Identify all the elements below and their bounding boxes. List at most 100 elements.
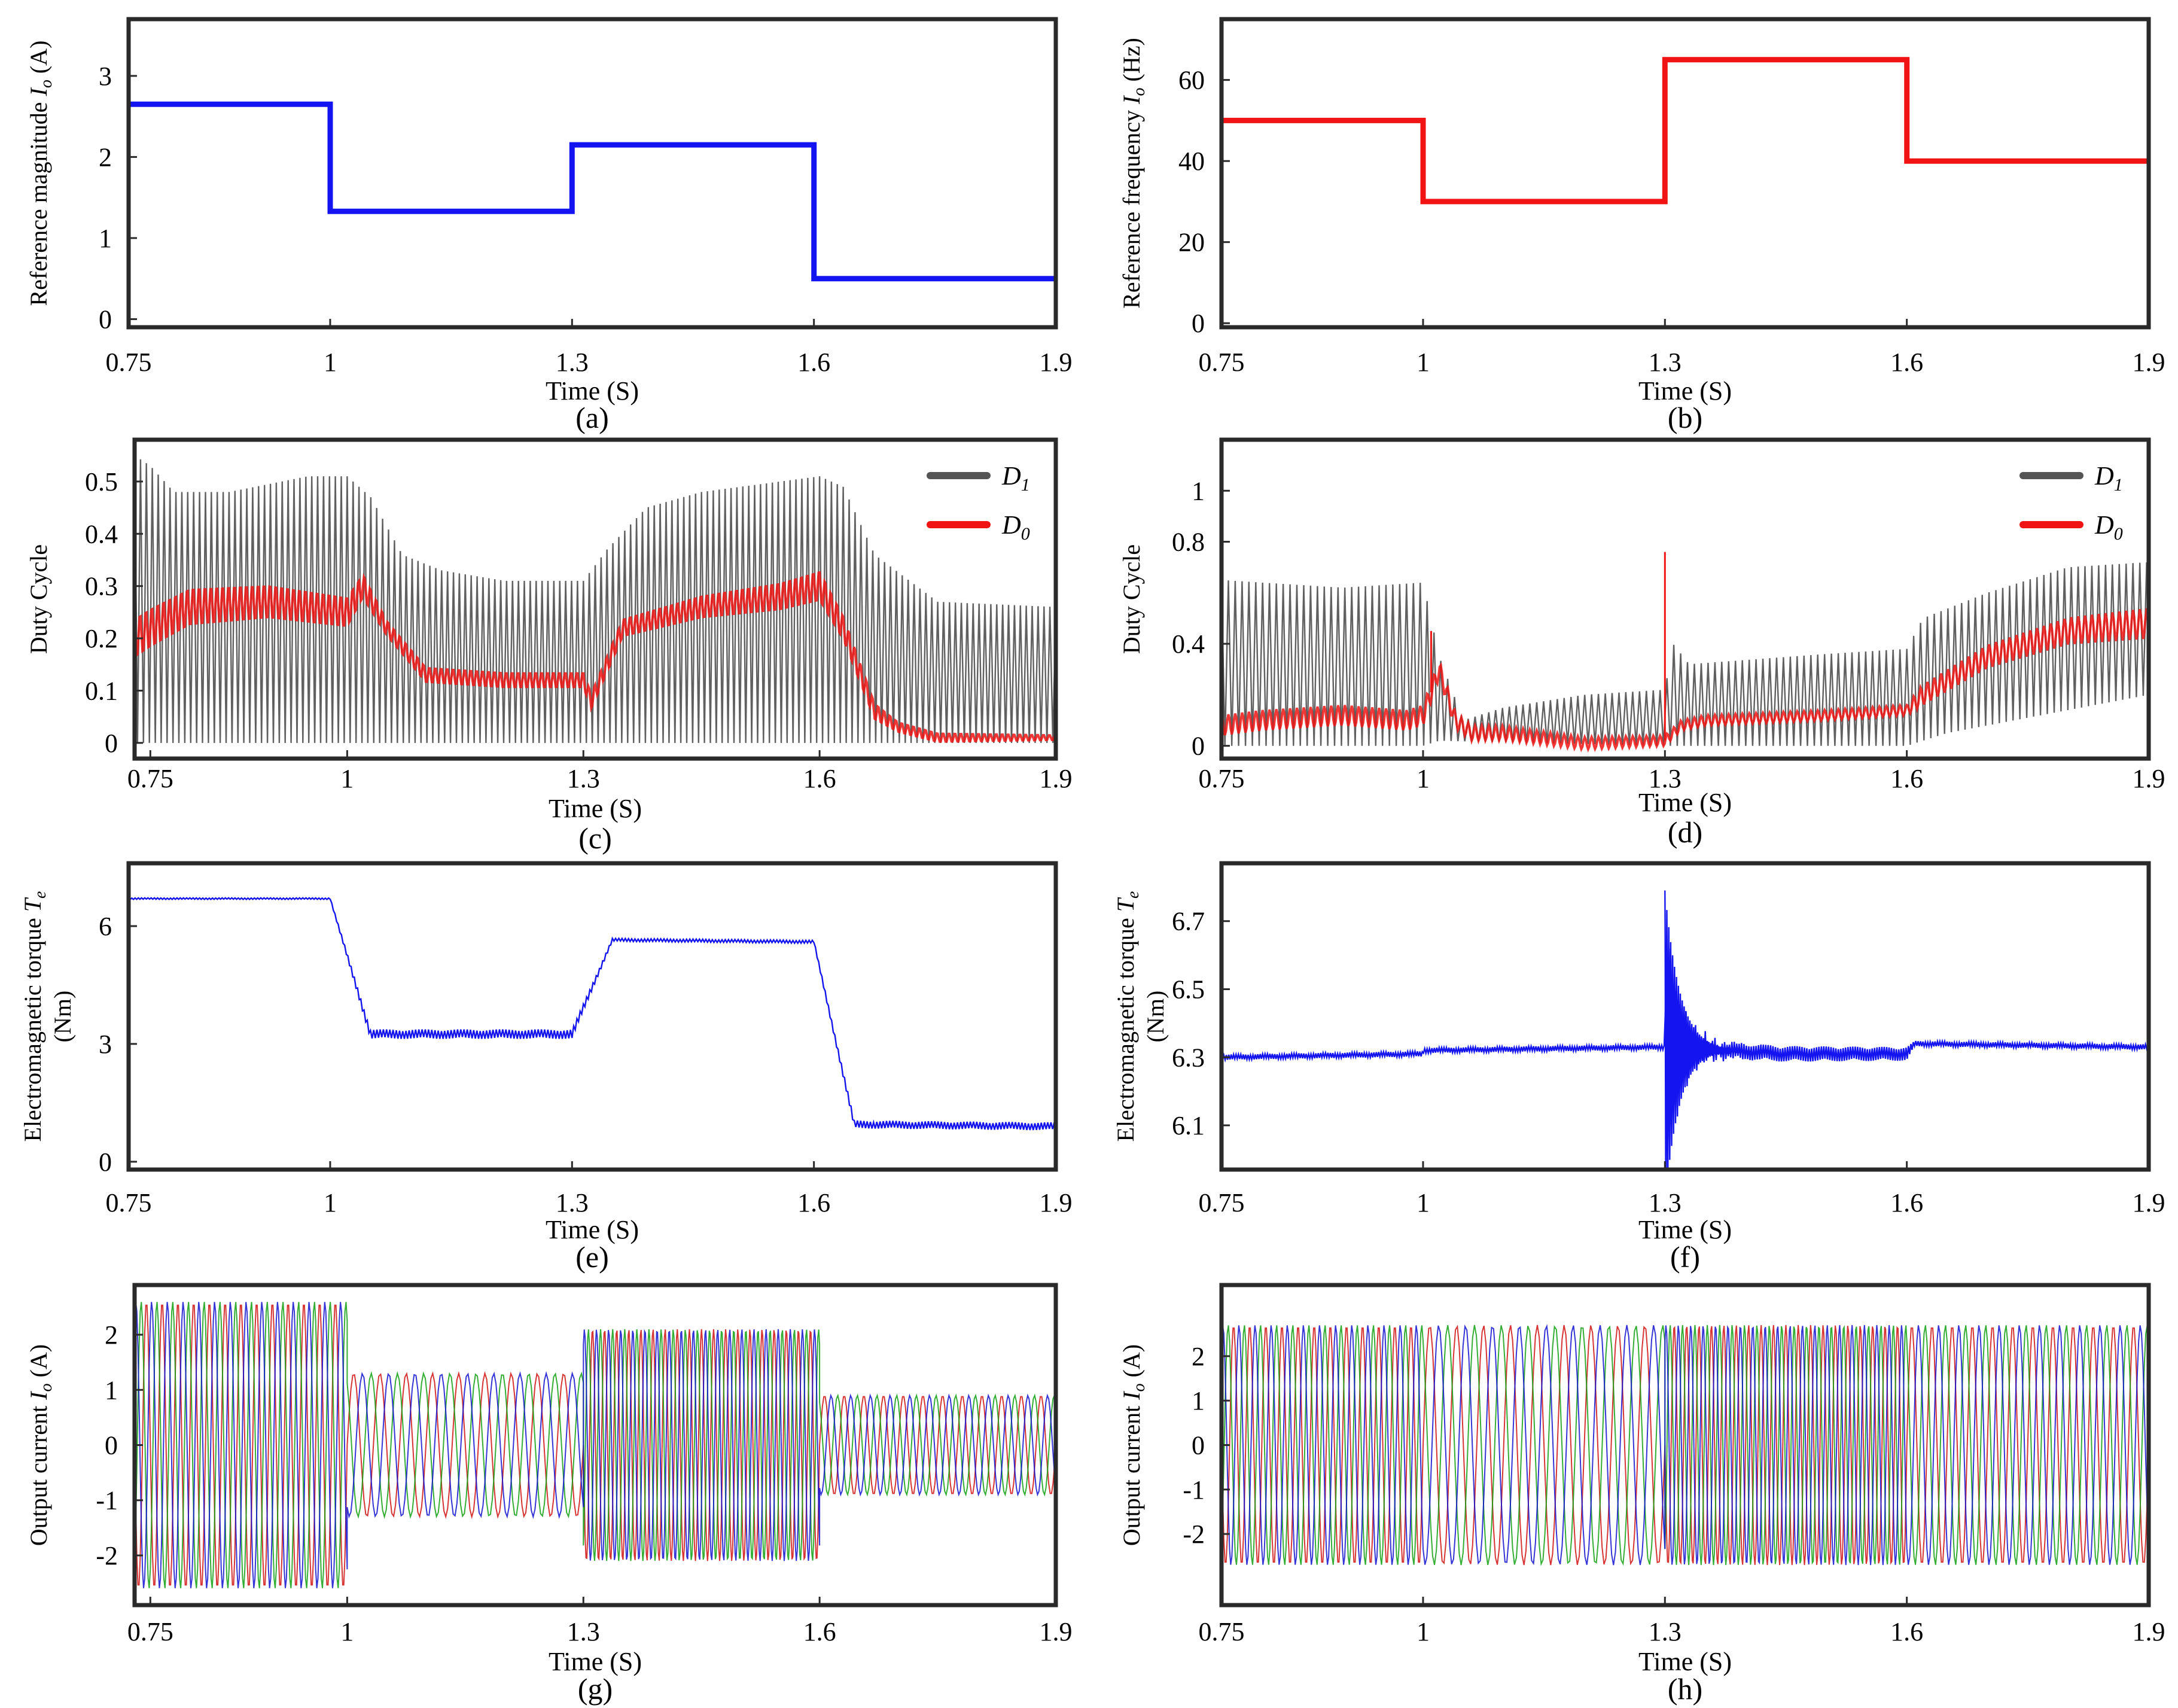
chart-f: 0.75 1 1.3 1.6 1.9 6.1 6.3 6.5 6.7 Time (S)(f) Ele… bbox=[1112, 861, 2165, 1274]
ytick-label-c-1: 0.1 bbox=[85, 676, 118, 705]
xtick-label-b-0: 0.75 bbox=[1199, 348, 1245, 377]
ytick-label-e-1: 3 bbox=[99, 1030, 112, 1059]
chart-e: 0.75 1 1.3 1.6 1.9 0 3 6 Time (S)(e) Electromagne… bbox=[19, 861, 1073, 1274]
xtick-label-f-4: 1.9 bbox=[2133, 1188, 2165, 1217]
xtick-label-g-3: 1.6 bbox=[803, 1617, 836, 1646]
panel-label-b: (b) bbox=[1668, 401, 1702, 434]
ytick-label-a-3: 3 bbox=[99, 62, 112, 91]
series-a-magnitude bbox=[129, 101, 1056, 282]
panel-label-h: (h) bbox=[1668, 1672, 1702, 1706]
ylabel-b: Reference frequency Io (Hz) bbox=[1118, 38, 1149, 309]
series-d-D0 bbox=[1221, 608, 2149, 753]
xtick-label-e-3: 1.6 bbox=[797, 1188, 830, 1217]
xtick-label-a-0: 0.75 bbox=[106, 348, 152, 377]
series-h-ia bbox=[1221, 1325, 2149, 1566]
xtick-label-h-1: 1 bbox=[1417, 1617, 1430, 1646]
plot-area-c bbox=[135, 455, 1056, 743]
xtick-label-a-4: 1.9 bbox=[1040, 348, 1073, 377]
panel-label-f: (f) bbox=[1670, 1240, 1700, 1274]
ytick-label-b-0: 0 bbox=[1192, 309, 1205, 338]
plot-frame-a bbox=[126, 17, 1058, 330]
xtick-label-d-1: 1 bbox=[1417, 764, 1430, 793]
ylabel-line2-f: (Nm) bbox=[1142, 991, 1169, 1043]
xtick-label-d-3: 1.6 bbox=[1890, 764, 1923, 793]
ytick-label-g-1: -1 bbox=[96, 1486, 118, 1515]
legend-label-d-1: D0 bbox=[2094, 510, 2123, 544]
ytick-label-b-1: 20 bbox=[1178, 228, 1205, 257]
series-g-ic bbox=[135, 1302, 1056, 1588]
xlabel-a: Time (S) bbox=[546, 376, 639, 406]
xtick-label-g-1: 1 bbox=[340, 1617, 354, 1646]
ytick-label-c-4: 0.4 bbox=[85, 519, 118, 549]
xtick-label-d-2: 1.3 bbox=[1649, 764, 1682, 793]
ytick-label-h-1: -1 bbox=[1183, 1475, 1205, 1505]
series-g-ib bbox=[135, 1302, 1056, 1588]
xtick-label-e-0: 0.75 bbox=[106, 1188, 152, 1217]
ylabel-g: Output current Io (A) bbox=[25, 1344, 56, 1546]
ylabel-a: Reference magnitude Io (A) bbox=[25, 41, 56, 306]
series-c-D1 bbox=[135, 455, 1056, 743]
series-b-frequency bbox=[1221, 57, 2149, 205]
xlabel-f: Time (S) bbox=[1638, 1215, 1732, 1244]
ytick-label-g-4: 2 bbox=[105, 1320, 118, 1350]
panel-label-d: (d) bbox=[1668, 815, 1702, 849]
xtick-label-h-3: 1.6 bbox=[1890, 1617, 1923, 1646]
plot-area-f bbox=[1221, 890, 2149, 1170]
ytick-label-h-0: -2 bbox=[1183, 1520, 1205, 1549]
plot-frame-f bbox=[1219, 861, 2151, 1172]
xtick-label-f-3: 1.6 bbox=[1890, 1188, 1923, 1217]
ytick-label-a-0: 0 bbox=[99, 305, 112, 334]
plot-area-g bbox=[135, 1302, 1056, 1588]
chart-h: 0.75 1 1.3 1.6 1.9 -2 -1 0 1 2 Time (S)(h) Output c… bbox=[1118, 1283, 2165, 1706]
ytick-label-b-2: 40 bbox=[1178, 147, 1205, 176]
ytick-label-a-1: 1 bbox=[99, 224, 112, 253]
xtick-label-f-0: 0.75 bbox=[1199, 1188, 1245, 1217]
plot-area-h bbox=[1221, 1324, 2149, 1566]
xtick-label-e-1: 1 bbox=[324, 1188, 337, 1217]
ytick-label-h-2: 0 bbox=[1192, 1431, 1205, 1460]
ylabel-e: Electromagnetic torque Te bbox=[19, 891, 50, 1142]
legend-label-d-0: D1 bbox=[2094, 461, 2123, 495]
xtick-label-c-3: 1.6 bbox=[803, 764, 836, 793]
xlabel-d: Time (S) bbox=[1638, 788, 1732, 817]
ytick-label-c-5: 0.5 bbox=[85, 467, 118, 497]
xtick-label-b-1: 1 bbox=[1417, 348, 1430, 377]
plot-area-a bbox=[129, 101, 1056, 282]
xlabel-g: Time (S) bbox=[549, 1647, 642, 1676]
chart-a: 0.75 1 1.3 1.6 1.9 0 1 2 3 Time (S)(a) Reference m… bbox=[25, 17, 1073, 434]
xlabel-b: Time (S) bbox=[1638, 376, 1732, 406]
plot-area-d bbox=[1221, 552, 2149, 753]
xtick-label-a-1: 1 bbox=[324, 348, 337, 377]
panel-label-a: (a) bbox=[575, 401, 609, 434]
series-h-ic bbox=[1221, 1324, 2149, 1566]
xtick-label-b-3: 1.6 bbox=[1890, 348, 1923, 377]
xtick-label-c-2: 1.3 bbox=[567, 764, 600, 793]
xtick-label-g-0: 0.75 bbox=[127, 1617, 173, 1646]
xtick-label-h-0: 0.75 bbox=[1199, 1617, 1245, 1646]
ytick-label-g-3: 1 bbox=[105, 1375, 118, 1405]
xtick-label-f-1: 1 bbox=[1417, 1188, 1430, 1217]
ytick-label-f-1: 6.3 bbox=[1172, 1043, 1205, 1072]
legend-label-c-0: D1 bbox=[1001, 461, 1030, 495]
ytick-label-f-3: 6.7 bbox=[1172, 907, 1205, 936]
xtick-label-g-4: 1.9 bbox=[1040, 1617, 1073, 1646]
xtick-label-h-2: 1.3 bbox=[1649, 1617, 1682, 1646]
ytick-label-h-4: 2 bbox=[1192, 1342, 1205, 1371]
chart-c: 0.75 1 1.3 1.6 1.9 0 0.1 0.2 0.3 0.4 0.5 Time (S)(c… bbox=[25, 437, 1073, 855]
ytick-label-f-2: 6.5 bbox=[1172, 975, 1205, 1004]
xtick-label-b-4: 1.9 bbox=[2133, 348, 2165, 377]
ytick-label-c-3: 0.3 bbox=[85, 572, 118, 601]
chart-g: 0.75 1 1.3 1.6 1.9 -2 -1 0 1 2 Time (S)(g) Output c… bbox=[25, 1283, 1073, 1706]
xtick-label-f-2: 1.3 bbox=[1649, 1188, 1682, 1217]
ytick-label-f-0: 6.1 bbox=[1172, 1111, 1205, 1140]
plot-area-e bbox=[129, 897, 1055, 1131]
ytick-label-d-2: 0.8 bbox=[1172, 528, 1205, 557]
ylabel-line2-e: (Nm) bbox=[49, 991, 76, 1043]
chart-d: 0.75 1 1.3 1.6 1.9 0 0.4 0.8 1 Time (S)(d) Duty Cy… bbox=[1118, 437, 2165, 849]
ytick-label-b-3: 60 bbox=[1178, 66, 1205, 95]
chart-b: 0.75 1 1.3 1.6 1.9 0 20 40 60 Time (S)(b) Referenc… bbox=[1118, 17, 2165, 434]
xtick-label-d-0: 0.75 bbox=[1199, 764, 1245, 793]
